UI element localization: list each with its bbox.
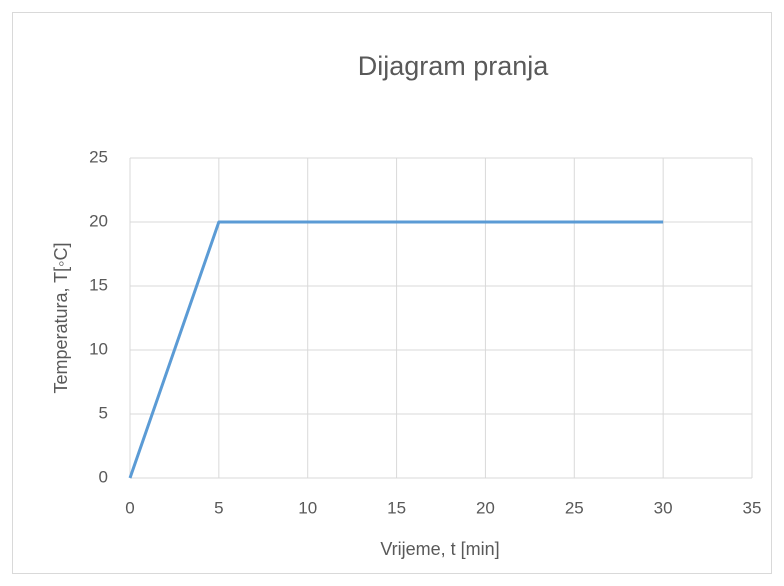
y-tick-label: 20 — [89, 211, 108, 230]
x-tick-label: 5 — [214, 498, 223, 517]
x-tick-label: 15 — [387, 498, 406, 517]
x-tick-label: 35 — [743, 498, 762, 517]
chart-border — [12, 12, 772, 574]
x-tick-label: 0 — [125, 498, 134, 517]
x-axis-label: Vrijeme, t [min] — [380, 539, 499, 559]
x-tick-label: 25 — [565, 498, 584, 517]
x-tick-label: 30 — [654, 498, 673, 517]
y-axis-label: Temperatura, T[◦C] — [51, 242, 71, 393]
data-line — [128, 220, 664, 479]
y-tick-label: 25 — [89, 147, 108, 166]
x-tick-label: 10 — [298, 498, 317, 517]
chart-title: Dijagram pranja — [358, 51, 550, 81]
y-tick-label: 15 — [89, 275, 108, 294]
y-tick-label: 0 — [99, 467, 108, 486]
y-tick-label: 10 — [89, 339, 108, 358]
x-tick-label: 20 — [476, 498, 495, 517]
y-tick-label: 5 — [99, 403, 108, 422]
